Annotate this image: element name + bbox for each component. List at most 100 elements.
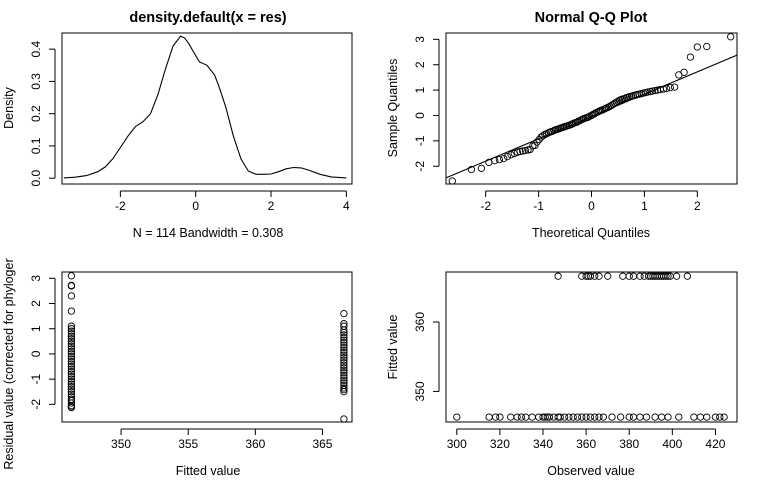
- y-tick-label: -2: [413, 161, 427, 172]
- fitted-x-label: Observed value: [547, 464, 635, 478]
- y-tick-label: 360: [413, 312, 427, 332]
- data-point: [340, 371, 348, 380]
- x-tick-label: 300: [447, 437, 467, 451]
- y-tick-label: 3: [413, 36, 427, 43]
- data-point: [711, 413, 720, 421]
- y-tick-label: -1: [29, 373, 43, 384]
- data-point: [621, 94, 629, 103]
- density-panel: density.default(x = res) -2 0 2 4 0.0 0.1 0.2…: [2, 10, 353, 240]
- x-tick-label: 4: [343, 199, 350, 213]
- density-plot-frame: [61, 32, 353, 185]
- y-tick-label: 0.4: [29, 40, 43, 57]
- data-point: [340, 374, 348, 382]
- data-point: [340, 386, 348, 394]
- density-curve: [63, 35, 347, 179]
- data-point: [664, 413, 672, 421]
- data-point: [500, 154, 508, 163]
- fitted-y-label: Fitted value: [386, 315, 400, 380]
- data-point: [340, 359, 348, 367]
- x-tick-label: -1: [533, 199, 544, 213]
- data-point: [578, 413, 586, 421]
- data-point: [67, 340, 76, 348]
- data-point: [716, 413, 724, 421]
- y-tick-label: 2: [413, 61, 427, 68]
- data-point: [686, 53, 695, 61]
- data-point: [507, 151, 515, 159]
- data-point: [528, 413, 536, 421]
- qq-y-label: Sample Quantiles: [386, 59, 400, 158]
- data-point: [657, 413, 666, 421]
- data-point: [340, 326, 348, 334]
- data-point: [659, 85, 668, 93]
- x-tick-label: 320: [490, 437, 510, 451]
- density-x-label: N = 114 Bandwidth = 0.308: [133, 226, 284, 240]
- data-point: [629, 272, 638, 280]
- y-tick-label: 1: [413, 86, 427, 93]
- data-point: [670, 83, 679, 91]
- data-point: [67, 367, 76, 376]
- fitted-x-axis: 300 320 340 360 380 400 420: [447, 428, 726, 451]
- data-point: [67, 332, 76, 340]
- data-point: [67, 365, 76, 373]
- data-point: [67, 335, 76, 343]
- data-point: [453, 413, 461, 421]
- residual-plot-frame: [61, 271, 353, 423]
- x-tick-label: -2: [480, 199, 491, 213]
- y-tick-label: 1: [29, 325, 43, 332]
- y-tick-label: 0: [29, 350, 43, 357]
- data-point: [648, 87, 656, 95]
- data-point: [467, 165, 476, 174]
- data-point: [582, 272, 590, 280]
- data-point: [521, 146, 530, 155]
- data-point: [703, 42, 711, 51]
- data-point: [560, 413, 569, 421]
- data-point: [522, 413, 530, 421]
- data-point: [67, 337, 76, 345]
- data-point: [539, 132, 547, 140]
- fitted-panel: 300 320 340 360 380 400 420 350 360 Observed va…: [386, 271, 738, 478]
- data-point: [629, 413, 638, 421]
- data-point: [616, 413, 625, 421]
- data-point: [586, 272, 595, 280]
- data-point: [67, 380, 76, 388]
- x-tick-label: 2: [694, 199, 701, 213]
- data-point: [340, 338, 348, 347]
- qq-panel: Normal Q-Q Plot -2 -1 0 1 2 -2 -1 0 1 2 3 Theoret…: [386, 10, 738, 240]
- data-point: [550, 127, 558, 135]
- data-point: [340, 346, 348, 354]
- data-point: [507, 413, 515, 421]
- data-point: [340, 388, 348, 396]
- residual-y-label: Residual value (corrected for phyloger: [2, 258, 16, 469]
- data-point: [67, 370, 76, 378]
- data-point: [672, 272, 681, 280]
- data-point: [67, 375, 76, 383]
- density-y-label: Density: [2, 86, 16, 128]
- y-tick-label: 0.3: [29, 73, 43, 90]
- data-point: [516, 147, 524, 156]
- data-point: [67, 322, 76, 330]
- data-point: [643, 88, 652, 96]
- data-point: [67, 372, 76, 381]
- data-point: [541, 413, 549, 421]
- data-point: [340, 336, 348, 344]
- residual-x-axis: 350 355 360 365: [111, 428, 333, 451]
- data-point: [67, 403, 76, 412]
- data-point: [67, 342, 76, 351]
- data-point: [683, 272, 692, 280]
- data-point: [625, 272, 633, 280]
- data-point: [595, 413, 603, 421]
- y-tick-label: -1: [413, 135, 427, 146]
- y-tick-label: 3: [29, 275, 43, 282]
- data-point: [636, 413, 644, 421]
- data-point: [696, 413, 705, 421]
- data-point: [67, 307, 76, 315]
- data-point: [573, 413, 582, 421]
- data-point: [340, 356, 348, 364]
- data-point: [517, 413, 526, 421]
- x-tick-label: 0: [588, 199, 595, 213]
- qq-x-label: Theoretical Quantiles: [532, 226, 650, 240]
- data-point: [690, 413, 698, 421]
- data-point: [503, 152, 512, 161]
